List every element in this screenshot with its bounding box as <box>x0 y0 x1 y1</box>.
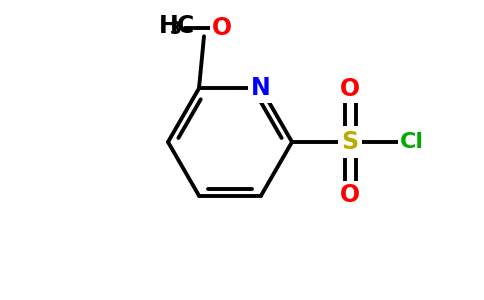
Text: 3: 3 <box>170 20 182 38</box>
Text: O: O <box>212 16 232 40</box>
Text: C: C <box>177 14 194 38</box>
Text: O: O <box>340 77 360 101</box>
Text: O: O <box>340 183 360 207</box>
Text: N: N <box>251 76 271 100</box>
Text: H: H <box>159 14 179 38</box>
Text: Cl: Cl <box>400 132 424 152</box>
Text: S: S <box>341 130 359 154</box>
